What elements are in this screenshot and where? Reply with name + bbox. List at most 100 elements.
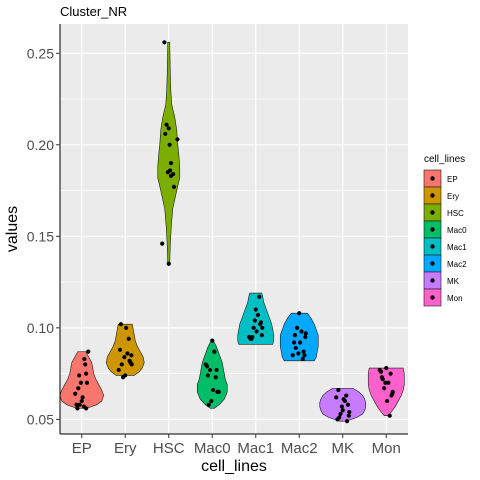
- point-mac0: [207, 403, 211, 407]
- x-tick-label: Mon: [372, 440, 401, 457]
- point-ep: [74, 403, 78, 407]
- legend-label-mac2: Mac2: [447, 260, 467, 269]
- legend-key-point: [430, 176, 434, 180]
- legend-label-mk: MK: [447, 277, 460, 286]
- point-hsc: [166, 170, 170, 174]
- point-mac1: [251, 326, 255, 330]
- y-tick-label: 0.15: [27, 228, 54, 244]
- point-ep: [77, 373, 81, 377]
- point-mac2: [301, 357, 305, 361]
- point-ep: [83, 362, 87, 366]
- point-mk: [346, 403, 350, 407]
- point-mk: [336, 388, 340, 392]
- point-mac0: [209, 399, 213, 403]
- point-ep: [73, 392, 77, 396]
- x-tick-label: HSC: [153, 440, 185, 457]
- y-tick-label: 0.10: [27, 320, 54, 336]
- point-mac1: [253, 318, 257, 322]
- legend-title: cell_lines: [424, 154, 465, 165]
- point-mac1: [260, 326, 264, 330]
- point-mac2: [295, 326, 299, 330]
- legend-label-mon: Mon: [447, 294, 463, 303]
- point-ep: [75, 406, 79, 410]
- point-mac0: [217, 390, 221, 394]
- point-ery: [123, 373, 127, 377]
- point-mac1: [256, 313, 260, 317]
- point-ep: [81, 395, 85, 399]
- point-mac0: [206, 373, 210, 377]
- point-hsc: [162, 40, 166, 44]
- point-mon: [382, 386, 386, 390]
- point-ery: [127, 337, 131, 341]
- point-hsc: [160, 242, 164, 246]
- point-mac0: [210, 339, 214, 343]
- x-tick-label: Mac2: [281, 440, 318, 457]
- point-mon: [390, 392, 394, 396]
- point-mac0: [215, 368, 219, 372]
- x-axis-ticks: EP Ery HSC Mac0 Mac1 Mac2 MK Mon: [72, 434, 401, 457]
- point-mk: [345, 419, 349, 423]
- legend-label-ery: Ery: [447, 192, 459, 201]
- y-axis-ticks: 0.05 0.10 0.15 0.20 0.25: [27, 45, 60, 427]
- point-mon: [379, 370, 383, 374]
- point-mac2: [292, 340, 296, 344]
- legend-label-ep: EP: [447, 175, 458, 184]
- point-hsc: [169, 161, 173, 165]
- legend-key-point: [430, 295, 434, 299]
- y-tick-label: 0.25: [27, 45, 54, 61]
- point-mac2: [291, 353, 295, 357]
- point-mac1: [257, 295, 261, 299]
- point-mac1: [255, 329, 259, 333]
- point-hsc: [167, 262, 171, 266]
- point-mac2: [296, 351, 300, 355]
- point-mac1: [260, 333, 264, 337]
- point-mk: [344, 393, 348, 397]
- legend-key-point: [430, 193, 434, 197]
- point-ery: [117, 368, 121, 372]
- point-mk: [335, 417, 339, 421]
- point-mac2: [303, 335, 307, 339]
- y-tick-label: 0.20: [27, 137, 54, 153]
- x-tick-label: MK: [332, 440, 355, 457]
- legend: cell_lines EP Ery HSC Mac0 Mac1 Mac2 MK Mon: [424, 154, 467, 306]
- y-axis-label: values: [4, 206, 21, 252]
- point-hsc: [163, 132, 167, 136]
- point-hsc: [169, 174, 173, 178]
- point-mac2: [302, 353, 306, 357]
- x-axis-label: cell_lines: [201, 458, 267, 475]
- y-tick-label: 0.05: [27, 411, 54, 427]
- point-mac0: [212, 350, 216, 354]
- point-mac0: [211, 388, 215, 392]
- point-hsc: [175, 137, 179, 141]
- point-mon: [389, 372, 393, 376]
- point-ep: [76, 386, 80, 390]
- point-ery: [120, 362, 124, 366]
- point-mac2: [297, 311, 301, 315]
- point-mk: [340, 404, 344, 408]
- point-ery: [125, 351, 129, 355]
- point-mon: [383, 381, 387, 385]
- point-ep: [82, 357, 86, 361]
- chart-title: Cluster_NR: [60, 4, 127, 19]
- point-ery: [129, 353, 133, 357]
- point-hsc: [172, 185, 176, 189]
- point-ery: [128, 361, 132, 365]
- point-mon: [381, 377, 385, 381]
- legend-label-mac1: Mac1: [447, 243, 467, 252]
- point-ep: [79, 381, 83, 385]
- legend-key-point: [430, 278, 434, 282]
- point-hsc: [164, 123, 168, 127]
- legend-key-point: [430, 261, 434, 265]
- point-ery: [122, 355, 126, 359]
- point-mac2: [294, 346, 298, 350]
- point-mon: [384, 366, 388, 370]
- legend-key-point: [430, 244, 434, 248]
- point-mk: [347, 414, 351, 418]
- point-ery: [119, 322, 123, 326]
- point-mac2: [293, 333, 297, 337]
- point-ep: [84, 372, 88, 376]
- point-mac0: [205, 364, 209, 368]
- legend-key-point: [430, 227, 434, 231]
- x-tick-label: EP: [72, 440, 92, 457]
